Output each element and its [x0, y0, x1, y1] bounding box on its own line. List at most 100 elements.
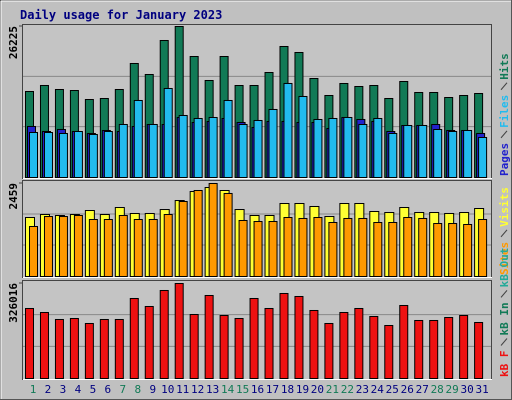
bar [159, 289, 169, 380]
bar [373, 221, 383, 277]
bar [25, 307, 34, 379]
x-tick-label: 30 [461, 383, 474, 396]
bar [328, 117, 338, 178]
x-tick-label: 4 [75, 383, 82, 396]
x-tick-label: 24 [371, 383, 385, 396]
x-tick-label: 3 [60, 383, 67, 396]
bar [358, 217, 368, 277]
bar [163, 214, 173, 277]
x-tick-label: 20 [311, 383, 324, 396]
bar [343, 217, 353, 277]
legend-separator [500, 130, 508, 139]
x-tick-label: 9 [149, 383, 156, 396]
bar [103, 130, 113, 178]
legend-entry: Sites [498, 242, 511, 275]
x-tick-label: 10 [161, 383, 174, 396]
bar [474, 321, 484, 380]
x-tick-label: 8 [134, 383, 141, 396]
bar [234, 317, 244, 379]
bar [343, 116, 353, 178]
bar [133, 99, 143, 178]
x-tick-label: 16 [251, 383, 264, 396]
bar [29, 131, 38, 179]
x-tick-label: 25 [386, 383, 399, 396]
bar [459, 314, 469, 379]
bar [448, 223, 458, 277]
bar [148, 123, 158, 178]
bar [369, 315, 379, 379]
bar [103, 219, 113, 278]
x-tick-label: 27 [416, 383, 429, 396]
bar [238, 123, 248, 178]
x-tick-label: 13 [206, 383, 219, 396]
bar [268, 108, 278, 178]
bar [148, 219, 158, 278]
x-tick-label: 1 [30, 383, 37, 396]
bar [399, 304, 409, 379]
bar [313, 217, 323, 278]
bar [69, 317, 79, 379]
bar [129, 297, 139, 379]
bar [294, 295, 304, 379]
bar [403, 124, 413, 178]
bar [418, 217, 428, 277]
bar [43, 216, 53, 277]
bar [358, 123, 368, 178]
bar [478, 136, 488, 178]
bar [253, 119, 263, 178]
bar [54, 318, 64, 380]
bar [264, 307, 274, 379]
bar [118, 123, 128, 178]
x-tick-label: 15 [236, 383, 249, 396]
legend-entry: Pages [498, 143, 511, 176]
legend-entry: Hits [498, 53, 511, 80]
bar [208, 183, 218, 277]
x-tick-label: 19 [296, 383, 309, 396]
bar [354, 307, 364, 379]
bar [249, 297, 259, 379]
x-tick-label: 12 [191, 383, 204, 396]
bar [324, 322, 334, 379]
bar [463, 129, 473, 179]
x-tick-label: 22 [341, 383, 354, 396]
x-tick-label: 31 [475, 383, 488, 396]
bar [43, 131, 53, 179]
bar [193, 117, 203, 178]
bar [114, 318, 124, 380]
bar [448, 130, 458, 178]
bar [309, 309, 319, 379]
bar [204, 294, 214, 380]
bar [73, 214, 83, 277]
bar [328, 221, 338, 277]
bar [403, 217, 413, 278]
bar [84, 322, 94, 379]
legend-separator [500, 338, 508, 346]
x-tick-label: 28 [431, 383, 444, 396]
bar [238, 219, 248, 277]
bar [58, 216, 68, 277]
bar [253, 221, 263, 277]
bar [99, 318, 109, 380]
bar [208, 116, 218, 178]
x-tick-label: 29 [446, 383, 459, 396]
y-tick-label: 2459 [7, 183, 20, 210]
bar [433, 223, 443, 277]
bar [433, 128, 443, 178]
x-tick-label: 23 [356, 383, 369, 396]
bar [298, 217, 308, 277]
bar [418, 124, 428, 178]
x-tick-label: 6 [105, 383, 112, 396]
bar [88, 219, 98, 278]
legend-separator [500, 229, 508, 238]
legend-entry: Files [498, 95, 511, 128]
legend-separator [500, 82, 508, 91]
bar [388, 221, 398, 277]
bar [133, 219, 143, 278]
bar [444, 316, 454, 380]
bar [73, 130, 83, 178]
x-tick-label: 11 [176, 383, 189, 396]
bar [193, 189, 203, 277]
legend-entry: kB In [498, 302, 511, 335]
bar [118, 214, 128, 277]
